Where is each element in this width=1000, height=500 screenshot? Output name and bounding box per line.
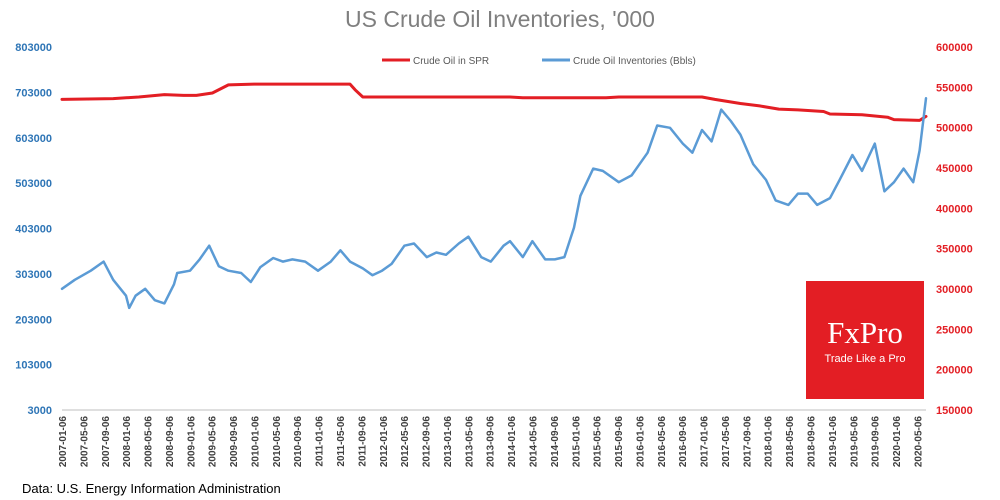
x-tick-label: 2012-01-06 xyxy=(379,416,390,468)
x-tick-label: 2007-05-06 xyxy=(79,416,90,468)
x-tick-label: 2011-01-06 xyxy=(315,416,326,467)
right-tick-label: 300000 xyxy=(936,284,973,296)
x-tick-label: 2017-01-06 xyxy=(700,416,711,468)
x-tick-label: 2009-09-06 xyxy=(229,416,240,468)
right-tick-label: 350000 xyxy=(936,244,973,256)
x-tick-label: 2016-05-06 xyxy=(657,416,668,468)
right-tick-label: 400000 xyxy=(936,203,973,215)
x-tick-label: 2011-09-06 xyxy=(357,416,368,467)
x-tick-label: 2016-01-06 xyxy=(635,416,646,468)
right-tick-label: 250000 xyxy=(936,324,973,336)
left-tick-label: 103000 xyxy=(15,360,52,372)
x-tick-label: 2010-05-06 xyxy=(272,416,283,468)
left-tick-label: 303000 xyxy=(15,269,52,281)
x-tick-label: 2011-05-06 xyxy=(336,416,347,467)
left-axis: 3000 103000 203000 303000 403000 503000 603000… xyxy=(15,42,52,417)
x-tick-label: 2015-09-06 xyxy=(614,416,625,468)
x-tick-label: 2016-09-06 xyxy=(678,416,689,468)
x-tick-label: 2020-01-06 xyxy=(892,416,903,468)
series-layer xyxy=(60,82,928,310)
x-tick-label: 2013-09-06 xyxy=(486,416,497,468)
left-tick-label: 403000 xyxy=(15,224,52,236)
x-axis: 2007-01-06 2007-05-06 2007-09-06 2008-01-06… xyxy=(58,416,924,468)
right-tick-label: 550000 xyxy=(936,82,973,94)
x-tick-label: 2008-01-06 xyxy=(122,416,133,468)
x-tick-label: 2012-05-06 xyxy=(400,416,411,468)
right-axis: 150000 200000 250000 300000 350000 400000 4500… xyxy=(936,42,973,417)
left-tick-label: 603000 xyxy=(15,133,52,145)
x-tick-label: 2018-09-06 xyxy=(807,416,818,468)
x-tick-label: 2018-01-06 xyxy=(764,416,775,468)
x-tick-label: 2018-05-06 xyxy=(785,416,796,468)
x-tick-label: 2017-05-06 xyxy=(721,416,732,468)
logo-brand: FxPro xyxy=(827,315,903,350)
right-tick-label: 600000 xyxy=(936,42,973,54)
right-tick-label: 200000 xyxy=(936,365,973,377)
legend-label-spr: Crude Oil in SPR xyxy=(413,56,489,67)
right-tick-label: 450000 xyxy=(936,163,973,175)
x-tick-label: 2019-05-06 xyxy=(849,416,860,468)
right-tick-label: 150000 xyxy=(936,405,973,417)
x-tick-label: 2013-01-06 xyxy=(443,416,454,468)
legend-label-inventories: Crude Oil Inventories (Bbls) xyxy=(573,56,696,67)
series-line-inventories xyxy=(60,97,928,310)
logo-tagline: Trade Like a Pro xyxy=(824,353,906,365)
left-tick-label: 3000 xyxy=(28,405,52,417)
legend: Crude Oil in SPR Crude Oil Inventories (… xyxy=(382,56,696,67)
left-tick-label: 803000 xyxy=(15,42,52,54)
x-tick-label: 2014-05-06 xyxy=(528,416,539,468)
series-line-spr xyxy=(60,82,928,122)
x-tick-label: 2019-09-06 xyxy=(871,416,882,468)
x-tick-label: 2014-01-06 xyxy=(507,416,518,468)
x-tick-label: 2007-01-06 xyxy=(58,416,69,468)
fxpro-logo: FxPro Trade Like a Pro xyxy=(806,281,924,399)
source-note: Data: U.S. Energy Information Administra… xyxy=(22,481,281,496)
right-tick-label: 500000 xyxy=(936,123,973,135)
x-tick-label: 2015-05-06 xyxy=(593,416,604,468)
x-tick-label: 2008-09-06 xyxy=(165,416,176,468)
left-tick-label: 703000 xyxy=(15,87,52,99)
x-tick-label: 2010-01-06 xyxy=(250,416,261,468)
x-tick-label: 2019-01-06 xyxy=(828,416,839,468)
x-tick-label: 2008-05-06 xyxy=(144,416,155,468)
x-tick-label: 2009-05-06 xyxy=(208,416,219,468)
chart-title: US Crude Oil Inventories, '000 xyxy=(345,6,655,32)
x-tick-label: 2017-09-06 xyxy=(742,416,753,468)
left-tick-label: 203000 xyxy=(15,314,52,326)
left-tick-label: 503000 xyxy=(15,178,52,190)
x-tick-label: 2015-01-06 xyxy=(571,416,582,468)
x-tick-label: 2013-05-06 xyxy=(464,416,475,468)
x-tick-label: 2010-09-06 xyxy=(293,416,304,468)
x-tick-label: 2020-05-06 xyxy=(913,416,924,468)
x-tick-label: 2014-09-06 xyxy=(550,416,561,468)
x-tick-label: 2012-09-06 xyxy=(422,416,433,468)
x-tick-label: 2007-09-06 xyxy=(101,416,112,468)
x-tick-label: 2009-01-06 xyxy=(186,416,197,468)
